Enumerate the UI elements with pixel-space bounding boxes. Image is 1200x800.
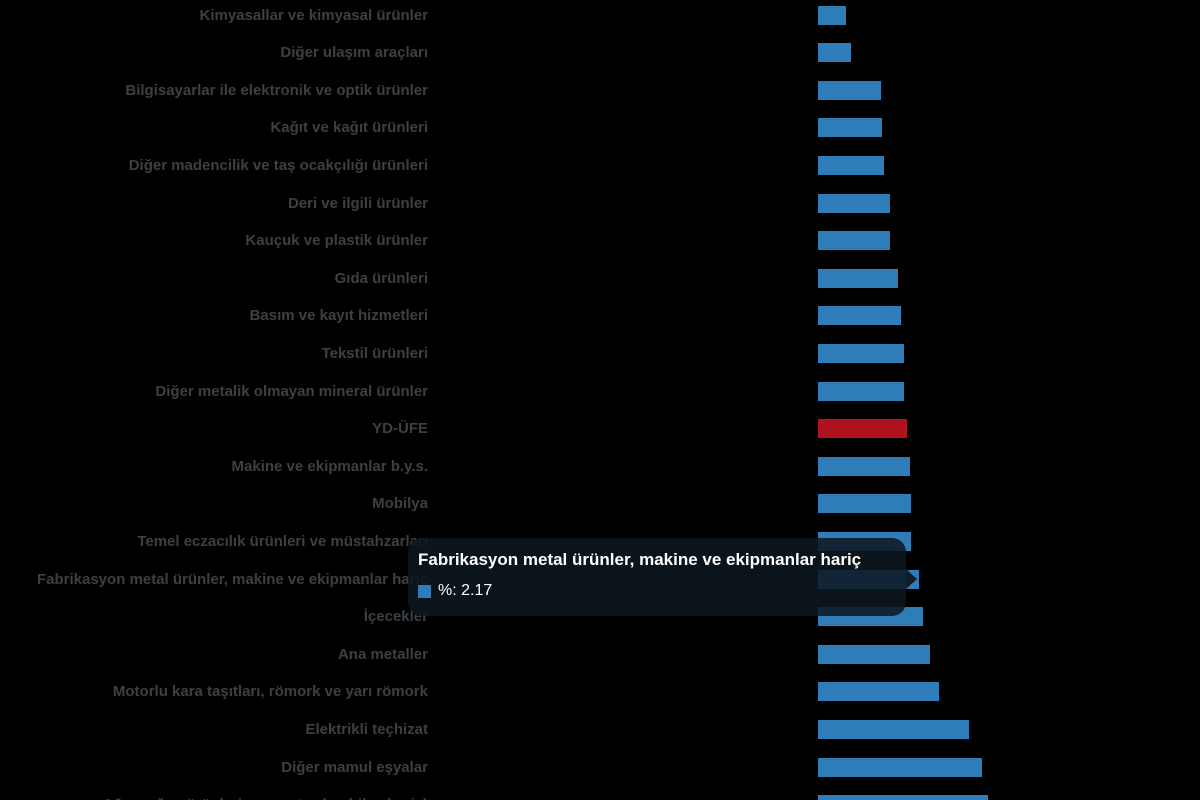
bar[interactable] (818, 795, 989, 800)
bar[interactable] (818, 381, 904, 401)
category-label: Basım ve kayıt hizmetleri (249, 307, 428, 325)
category-label: Kağıt ve kağıt ürünleri (270, 119, 428, 137)
category-label: Ağaç, ağaç ürünleri ve mantar (mobilya h… (0, 795, 428, 800)
category-label: Deri ve ilgili ürünler (287, 194, 428, 212)
bar-yd-ufe[interactable] (818, 419, 907, 439)
bar[interactable] (818, 644, 930, 664)
bar[interactable] (818, 757, 983, 777)
category-label: YD-ÜFE (372, 420, 428, 438)
category-label: Diğer mamul eşyalar (281, 758, 428, 776)
bar[interactable] (818, 43, 852, 63)
series-marker-icon (418, 584, 431, 598)
bar[interactable] (818, 268, 898, 288)
bar[interactable] (818, 719, 969, 739)
category-label: Tekstil ürünleri (321, 344, 428, 362)
category-label: Kimyasallar ve kimyasal ürünler (199, 6, 428, 24)
category-label: Diğer madencilik ve taş ocakçılığı ürünl… (128, 156, 428, 174)
category-label: Temel eczacılık ürünleri ve müstahzarlar… (137, 532, 428, 550)
bar[interactable] (818, 682, 939, 702)
category-label: Kauçuk ve plastik ürünler (245, 232, 428, 250)
category-label: Makine ve ekipmanlar b.y.s. (231, 457, 428, 475)
bar[interactable] (818, 5, 847, 25)
bar[interactable] (818, 494, 911, 514)
tooltip-title: Fabrikasyon metal ürünler, makine ve eki… (418, 550, 862, 569)
category-label: Motorlu kara taşıtları, römork ve yarı r… (112, 683, 428, 701)
bar[interactable] (818, 155, 885, 175)
category-label: Ana metaller (337, 645, 428, 663)
bar[interactable] (818, 231, 891, 251)
category-label: Mobilya (372, 495, 428, 513)
bar[interactable] (818, 343, 904, 363)
category-label: Diğer ulaşım araçları (280, 44, 428, 62)
category-label: Elektrikli teçhizat (305, 720, 428, 738)
category-label: Diğer metalik olmayan mineral ürünler (155, 382, 428, 400)
tooltip: Fabrikasyon metal ürünler, makine ve eki… (408, 538, 917, 616)
bar[interactable] (818, 306, 901, 326)
bar[interactable] (818, 118, 883, 138)
bar[interactable] (818, 80, 881, 100)
category-label: Bilgisayarlar ile elektronik ve optik ür… (125, 81, 428, 99)
category-label: İçecekler (363, 608, 428, 626)
tooltip-value: %: 2.17 (438, 582, 493, 599)
category-label: Fabrikasyon metal ürünler, makine ve eki… (36, 570, 428, 588)
bar[interactable] (818, 193, 890, 213)
tooltip-value-row: %: 2.17 (418, 582, 492, 600)
category-label: Gıda ürünleri (334, 269, 428, 287)
bar[interactable] (818, 456, 910, 476)
